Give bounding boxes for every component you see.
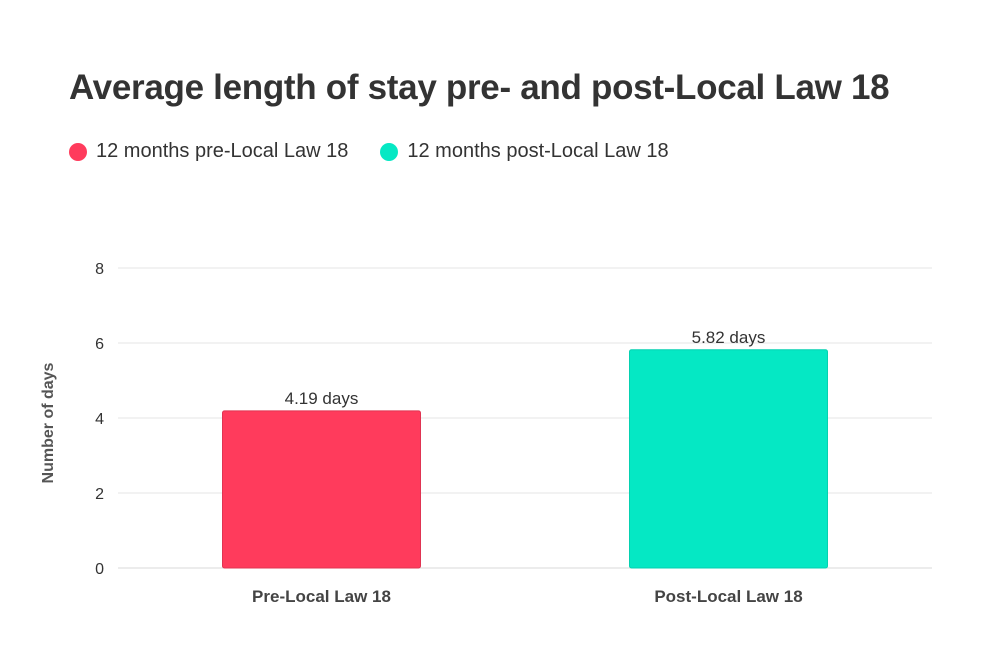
bar-post-local-law-18: [629, 349, 828, 569]
y-tick-label-4: 4: [95, 411, 104, 428]
legend-item-pre: 12 months pre-Local Law 18: [69, 140, 348, 163]
chart-title: Average length of stay pre- and post-Loc…: [69, 68, 890, 107]
legend-label-post: 12 months post-Local Law 18: [407, 140, 669, 162]
y-tick-label-8: 8: [95, 261, 104, 278]
y-tick-label-6: 6: [95, 336, 104, 353]
y-tick-label-0: 0: [95, 561, 104, 578]
legend-label-pre: 12 months pre-Local Law 18: [96, 140, 349, 162]
legend-item-post: 12 months post-Local Law 18: [380, 140, 669, 163]
data-label-post-local-law-18: 5.82 days: [692, 328, 766, 347]
bar-pre-local-law-18: [222, 410, 421, 569]
legend: 12 months pre-Local Law 18 12 months pos…: [69, 140, 669, 163]
x-tick-label-post-local-law-18: Post-Local Law 18: [654, 587, 802, 606]
x-tick-label-pre-local-law-18: Pre-Local Law 18: [252, 587, 391, 606]
data-label-pre-local-law-18: 4.19 days: [285, 389, 359, 408]
y-tick-label-2: 2: [95, 486, 104, 503]
y-axis-title: Number of days: [40, 362, 57, 483]
legend-swatch-post: [380, 142, 399, 161]
legend-swatch-pre: [69, 142, 87, 161]
